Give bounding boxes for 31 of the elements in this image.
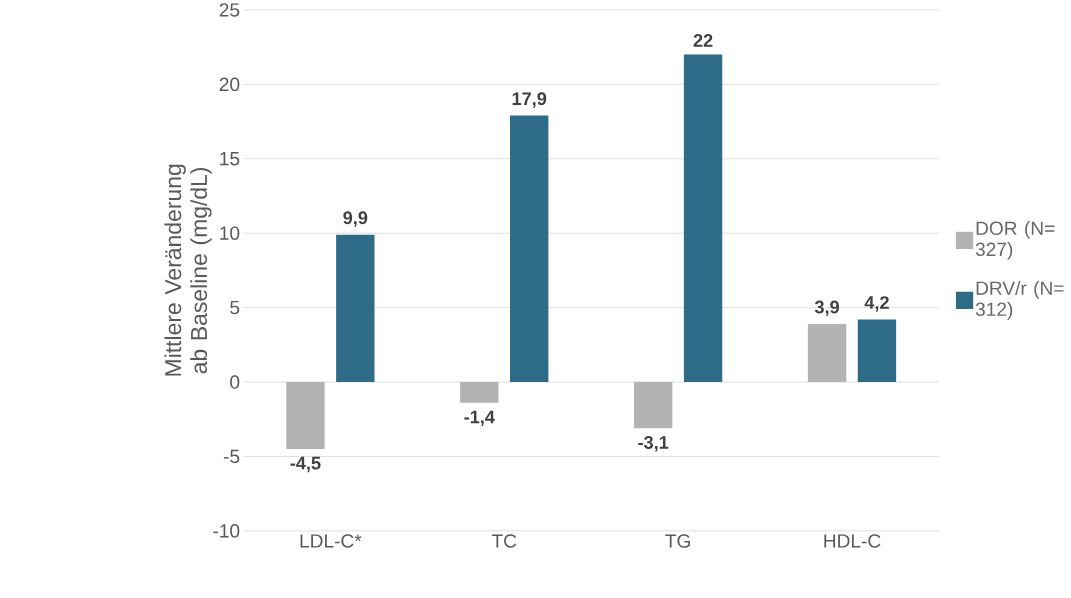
bar: [857, 319, 897, 383]
data-label: 3,9: [814, 300, 840, 317]
bar: [510, 115, 549, 383]
y-tick-label: 25: [219, 3, 240, 17]
x-tick-label: LDL-C*: [300, 534, 362, 548]
legend-label: DRV/r (N= 312): [975, 281, 1064, 320]
y-tick-label: 20: [219, 77, 240, 92]
bar: [286, 382, 325, 450]
data-label: 9,9: [343, 211, 368, 227]
bar: [683, 54, 723, 383]
y-tick-label: -5: [223, 449, 240, 464]
y-tick-label: 5: [230, 301, 240, 315]
x-tick-label: TG: [665, 534, 690, 548]
y-axis-title: Mittlere Veränderung ab Baseline (mg/dL): [164, 164, 212, 376]
y-tick-label: 15: [220, 152, 240, 166]
data-label: -4,5: [290, 456, 321, 473]
x-tick-label: HDL-C: [824, 534, 881, 548]
y-tick-label: 0: [230, 375, 240, 389]
x-tick-label: TC: [491, 534, 517, 548]
data-label: 22: [693, 34, 713, 47]
y-tick-label: -10: [213, 524, 240, 538]
data-label: -1,4: [464, 410, 495, 427]
bar: [807, 324, 847, 383]
data-label: 17,9: [512, 92, 547, 108]
y-tick-label: 10: [220, 226, 240, 241]
data-label: 4,2: [864, 296, 889, 312]
bar: [336, 234, 375, 383]
data-label: -3,1: [638, 436, 669, 452]
bar: [460, 382, 499, 403]
legend-label: DOR (N= 327): [975, 221, 1055, 260]
bar: [634, 382, 673, 429]
